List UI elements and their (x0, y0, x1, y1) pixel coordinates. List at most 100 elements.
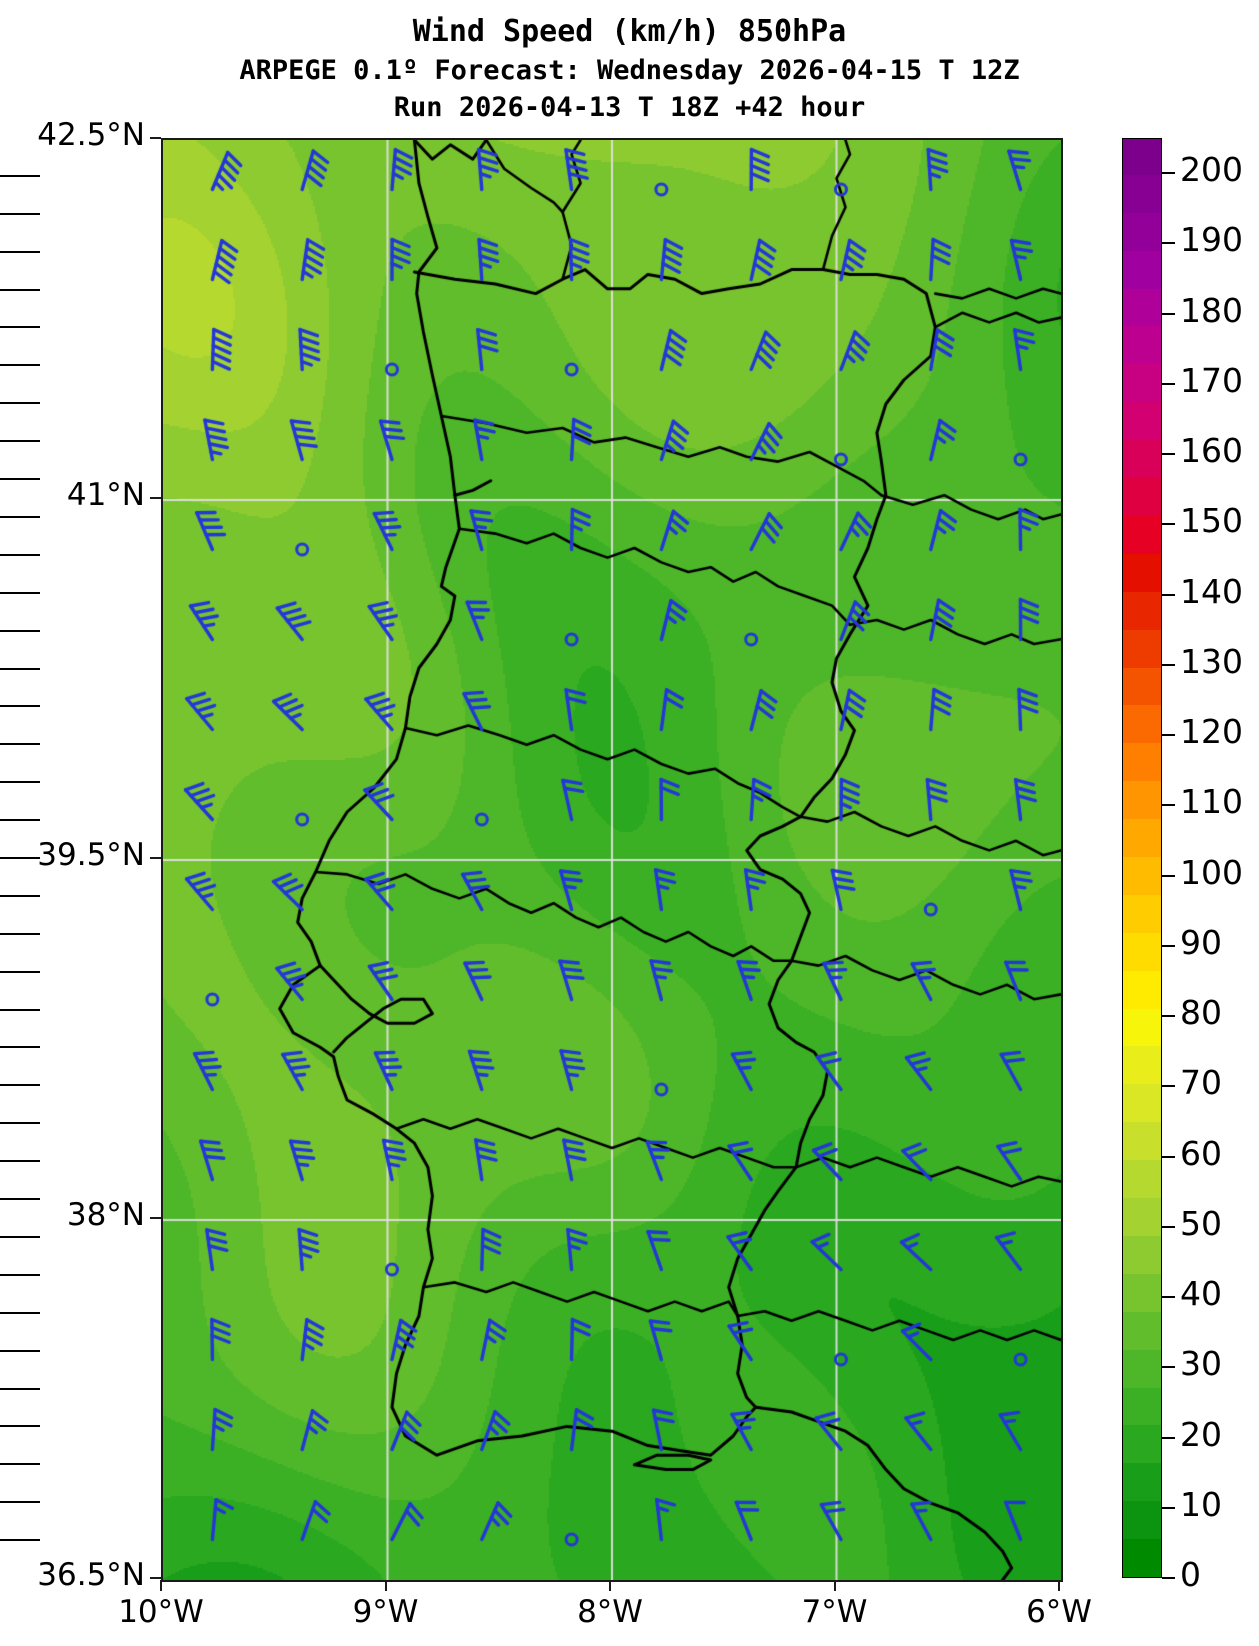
colorbar-separator (0, 1273, 40, 1276)
colorbar-tick-mark (1162, 1366, 1175, 1369)
colorbar-separator (0, 932, 40, 935)
colorbar-separator (0, 1122, 40, 1125)
y-tick-label: 36.5°N (37, 1557, 145, 1593)
colorbar-separator (0, 1046, 40, 1049)
colorbar-tick-label: 60 (1180, 1133, 1222, 1173)
colorbar-separator (0, 1311, 40, 1314)
colorbar-tick-label: 170 (1180, 360, 1243, 400)
y-tick-mark (150, 137, 161, 139)
colorbar-segment (1123, 139, 1161, 175)
colorbar-segment (1123, 1311, 1161, 1350)
colorbar-tick-label: 160 (1180, 431, 1243, 471)
colorbar-segment (1123, 363, 1161, 403)
colorbar-separator (0, 1463, 40, 1466)
colorbar-segment (1123, 1386, 1161, 1426)
colorbar-segment (1123, 250, 1161, 289)
colorbar-tick-label: 110 (1180, 782, 1243, 822)
colorbar-segment (1123, 1045, 1161, 1085)
colorbar-separator (0, 288, 40, 291)
x-tick-mark (833, 1580, 836, 1591)
colorbar-tick-label: 180 (1180, 290, 1243, 330)
y-tick-label: 41°N (66, 477, 145, 513)
colorbar-segment (1123, 629, 1161, 668)
colorbar-segment (1123, 970, 1161, 1009)
colorbar-separator (0, 250, 40, 253)
colorbar-separator (0, 1539, 40, 1542)
colorbar-segment (1123, 1500, 1161, 1540)
y-tick-label: 39.5°N (37, 837, 145, 873)
colorbar-tick-label: 70 (1180, 1063, 1222, 1103)
y-tick-mark (150, 1577, 161, 1579)
x-tick-label: 8°W (577, 1594, 643, 1630)
colorbar-separator (0, 1160, 40, 1163)
colorbar-separator (0, 364, 40, 367)
colorbar-tick-label: 0 (1180, 1555, 1201, 1594)
colorbar-segment (1123, 439, 1161, 479)
colorbar-tick-label: 10 (1180, 1484, 1222, 1524)
x-tick-mark (609, 1580, 611, 1591)
colorbar-tick-mark (1162, 663, 1175, 666)
colorbar-segment (1123, 704, 1161, 744)
colorbar-segment (1123, 1538, 1161, 1577)
x-tick-label: 7°W (801, 1594, 868, 1630)
colorbar-separator (0, 1425, 40, 1428)
chart-title-line-3: Run 2026-04-13 T 18Z +42 hour (393, 92, 866, 123)
colorbar-separator (0, 705, 40, 708)
colorbar-separator (0, 629, 40, 632)
colorbar-separator (0, 781, 40, 784)
colorbar-separator (0, 1198, 40, 1201)
colorbar-tick-mark (1162, 1015, 1175, 1018)
colorbar-separator (0, 970, 40, 973)
colorbar-separator (0, 1349, 40, 1352)
colorbar-tick-mark (1162, 523, 1175, 526)
colorbar-tick-mark (1162, 874, 1175, 877)
colorbar-separator (0, 402, 40, 405)
colorbar-segment (1123, 1121, 1161, 1161)
colorbar-separator (0, 515, 40, 518)
colorbar-segment (1123, 174, 1161, 213)
colorbar-separator (0, 667, 40, 670)
colorbar-tick-label: 40 (1180, 1274, 1222, 1314)
colorbar-tick-label: 50 (1180, 1203, 1222, 1243)
colorbar-segment (1123, 666, 1161, 706)
colorbar-separator (0, 819, 40, 822)
colorbar-segment (1123, 1159, 1161, 1199)
x-tick-label: 10°W (118, 1594, 204, 1630)
y-tick-mark (150, 1217, 161, 1219)
colorbar-separator (0, 212, 40, 215)
colorbar-segment (1123, 818, 1161, 857)
colorbar-segment (1123, 1273, 1161, 1312)
colorbar-segment (1123, 1008, 1161, 1047)
colorbar-segment (1123, 894, 1161, 933)
colorbar-tick-label: 150 (1180, 501, 1243, 541)
colorbar-separator (0, 553, 40, 556)
colorbar-segment (1123, 1424, 1161, 1464)
colorbar-tick-mark (1162, 734, 1175, 737)
colorbar-segment (1123, 1462, 1161, 1502)
colorbar-separator (0, 1008, 40, 1011)
colorbar[interactable] (1122, 138, 1162, 1578)
y-tick-mark (150, 857, 161, 859)
colorbar-segment (1123, 477, 1161, 516)
colorbar-tick-label: 140 (1180, 571, 1243, 611)
colorbar-segment (1123, 288, 1161, 327)
colorbar-tick-mark (1162, 1155, 1175, 1158)
colorbar-separator (0, 1501, 40, 1504)
colorbar-tick-mark (1162, 1506, 1175, 1509)
colorbar-segment (1123, 742, 1161, 782)
colorbar-segment (1123, 553, 1161, 592)
colorbar-tick-label: 190 (1180, 220, 1243, 260)
map-plot-area[interactable] (161, 138, 1063, 1582)
colorbar-tick-mark (1162, 1436, 1175, 1439)
chart-title-block: Wind Speed (km/h) 850hPa ARPEGE 0.1º For… (0, 0, 1259, 126)
colorbar-tick-label: 200 (1180, 150, 1243, 190)
colorbar-segment (1123, 515, 1161, 554)
colorbar-segment (1123, 591, 1161, 630)
colorbar-segment (1123, 1197, 1161, 1236)
colorbar-separator (0, 743, 40, 746)
x-tick-label: 9°W (352, 1594, 419, 1630)
colorbar-tick-mark (1162, 382, 1175, 385)
colorbar-tick-label: 130 (1180, 641, 1243, 681)
colorbar-segment (1123, 1083, 1161, 1123)
colorbar-tick-mark (1162, 453, 1175, 456)
